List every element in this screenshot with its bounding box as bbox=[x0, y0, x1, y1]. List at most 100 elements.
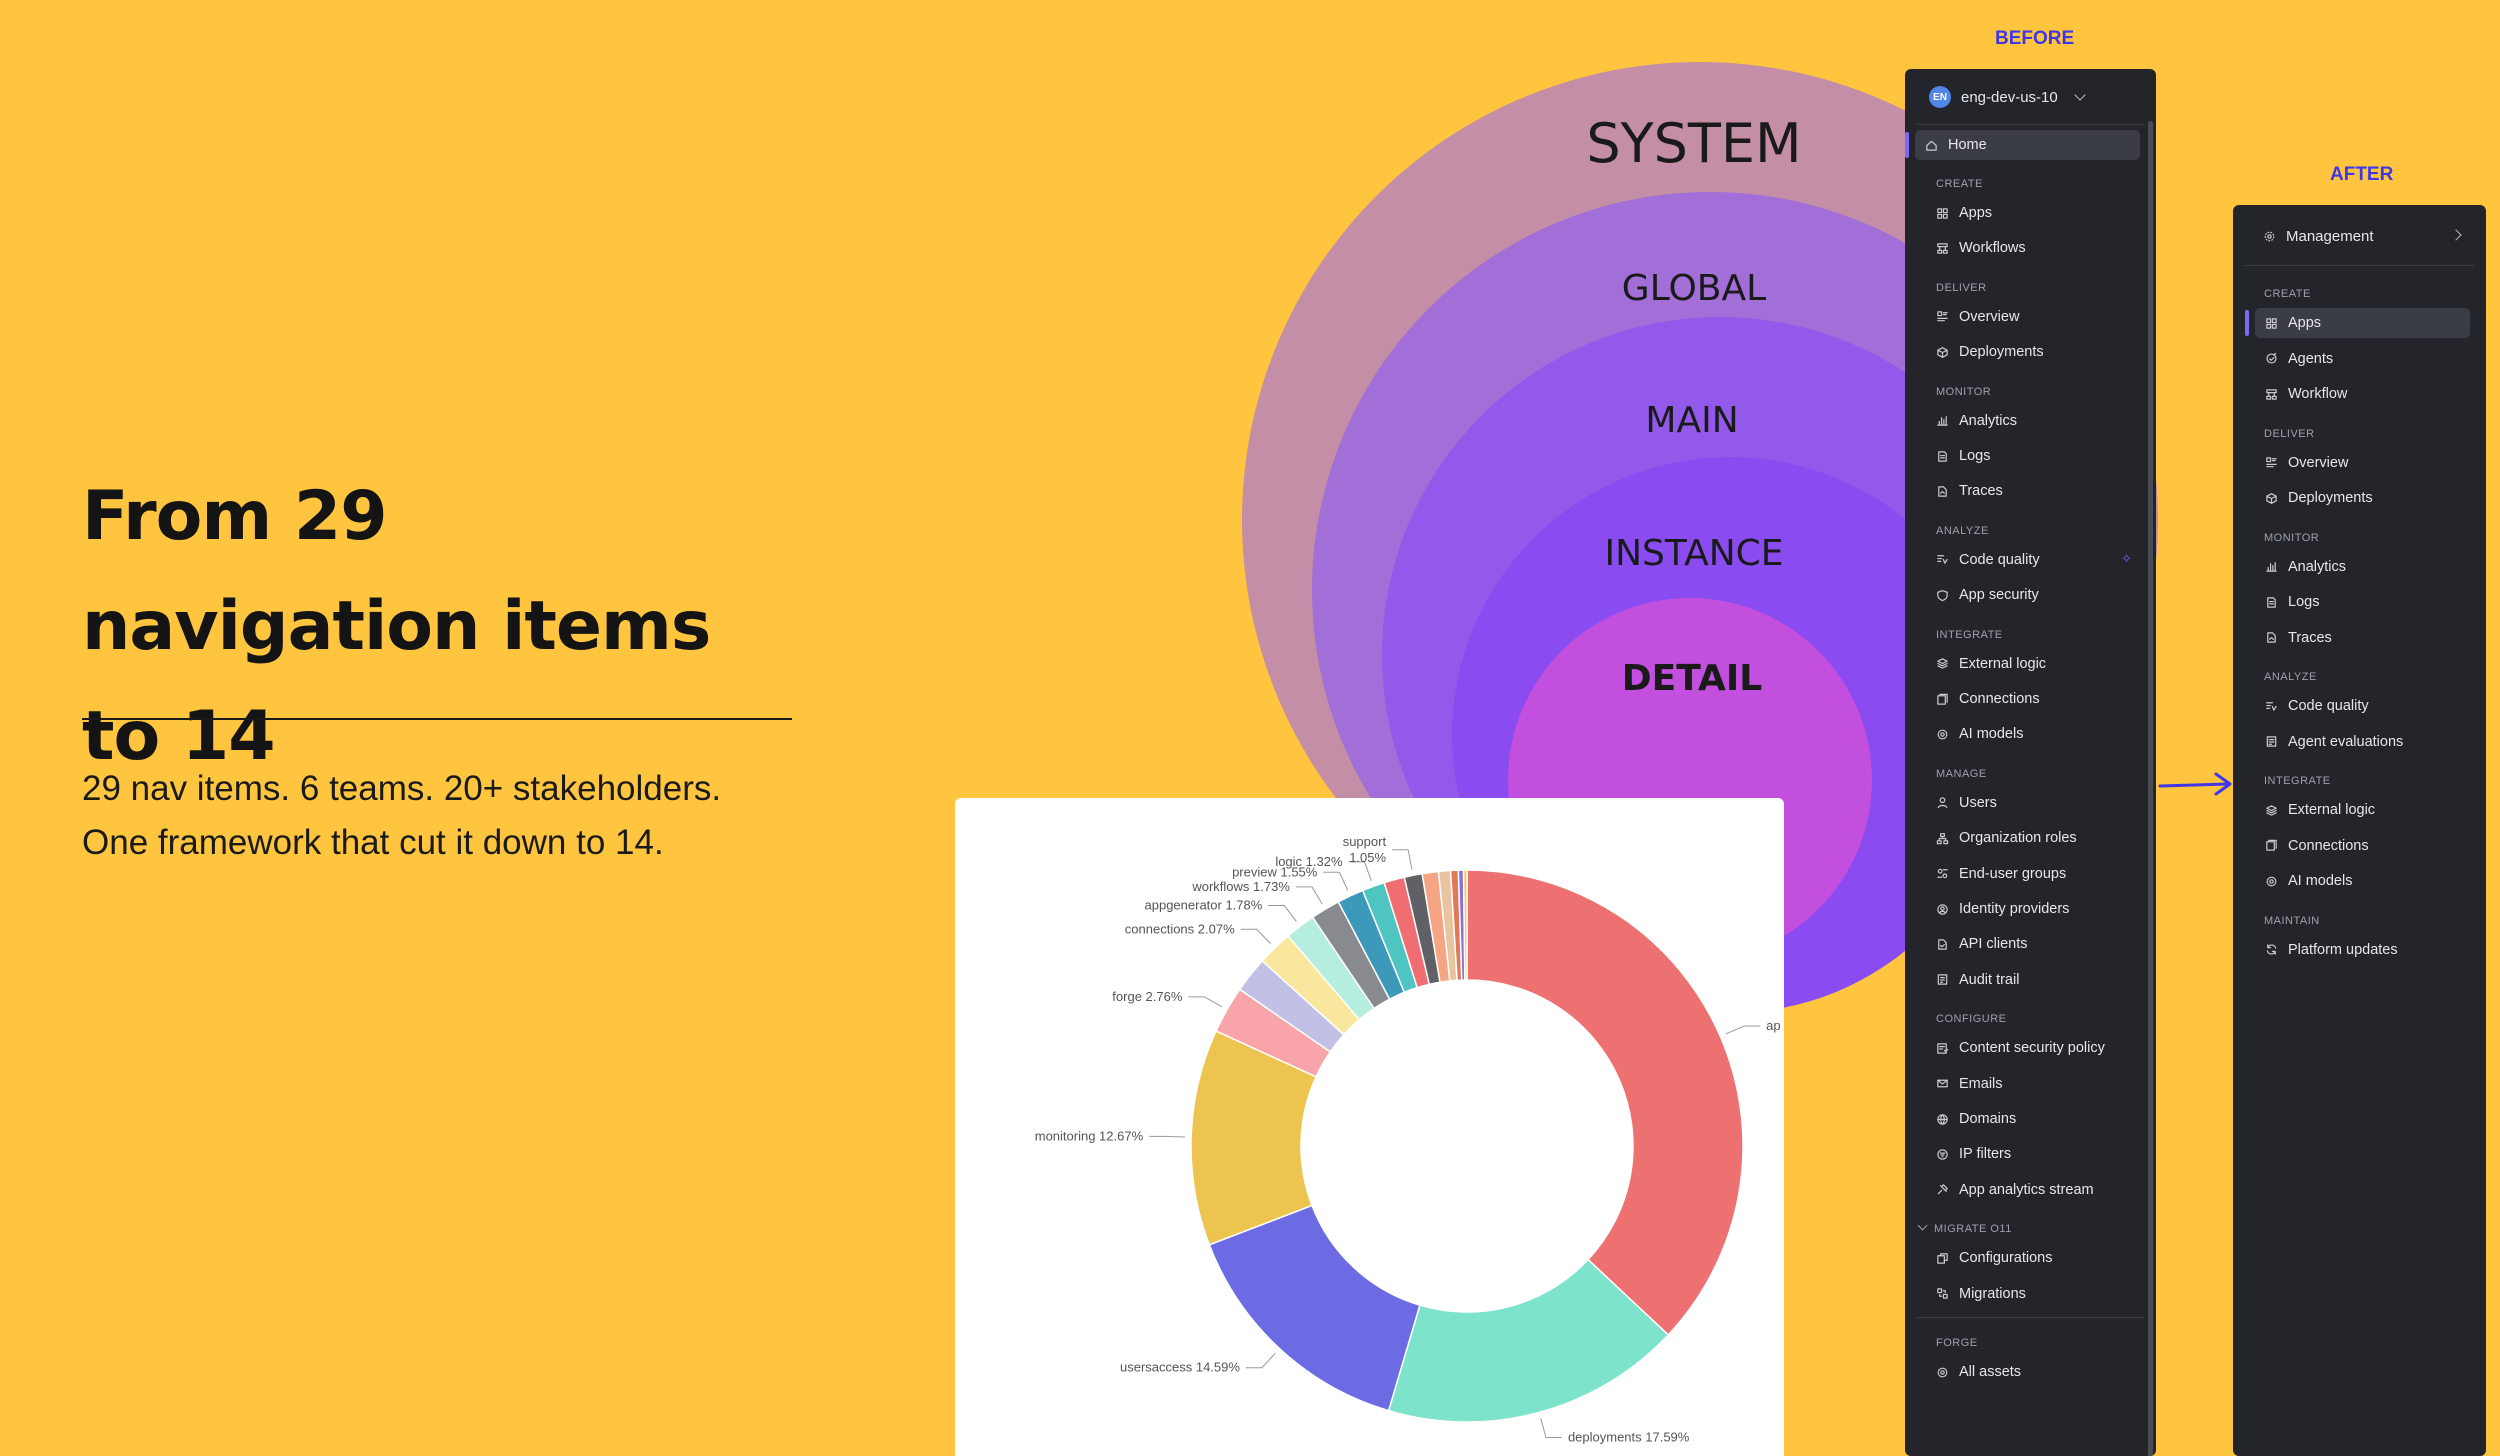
sidebar-item-label: App security bbox=[1959, 587, 2039, 604]
section-header-integrate: INTEGRATE bbox=[2264, 775, 2331, 787]
chevron-down-icon bbox=[1917, 1220, 1928, 1231]
sidebar-item-end-user-groups[interactable]: End-user groups bbox=[1926, 859, 2140, 889]
sidebar-item-connections[interactable]: Connections bbox=[2255, 831, 2470, 861]
sidebar-item-content-security-policy[interactable]: Content security policy bbox=[1926, 1033, 2140, 1063]
sidebar-item-label: Agent evaluations bbox=[2288, 733, 2404, 750]
divider bbox=[2245, 265, 2474, 266]
sidebar-item-logs[interactable]: Logs bbox=[2255, 587, 2470, 617]
sidebar-item-code-quality[interactable]: Code quality bbox=[2255, 691, 2470, 721]
sidebar-item-deployments[interactable]: Deployments bbox=[1926, 337, 2140, 367]
workspace-switcher[interactable]: EN eng-dev-us-10 bbox=[1929, 86, 2086, 108]
sidebar-item-label: Overview bbox=[1959, 308, 2020, 325]
sidebar-item-label: Configurations bbox=[1959, 1250, 2053, 1267]
sidebar-item-traces[interactable]: Traces bbox=[2255, 623, 2470, 653]
assets-icon bbox=[1936, 1366, 1949, 1379]
sidebar-item-overview[interactable]: Overview bbox=[1926, 302, 2140, 332]
sidebar-item-label: Traces bbox=[1959, 483, 2003, 500]
sidebar-item-label: Logs bbox=[2288, 594, 2320, 610]
sidebar-item-ip-filters[interactable]: IP filters bbox=[1926, 1139, 2140, 1169]
scrollbar[interactable] bbox=[2148, 121, 2153, 1456]
sidebar-item-agents[interactable]: Agents bbox=[2255, 344, 2470, 374]
leader-line bbox=[1245, 1352, 1276, 1369]
sidebar-item-organization-roles[interactable]: Organization roles bbox=[1926, 823, 2140, 853]
sidebar-item-app-analytics-stream[interactable]: App analytics stream bbox=[1926, 1175, 2140, 1205]
sidebar-item-label: Connections bbox=[2288, 837, 2369, 854]
sidebar-item-logs[interactable]: Logs bbox=[1926, 441, 2140, 471]
sidebar-item-emails[interactable]: Emails bbox=[1926, 1069, 2140, 1099]
sidebar-item-label: Analytics bbox=[1959, 412, 2018, 429]
sidebar-item-all-assets[interactable]: All assets bbox=[1926, 1357, 2140, 1387]
sidebar-item-overview[interactable]: Overview bbox=[2255, 448, 2470, 478]
label-system: SYSTEM bbox=[1586, 112, 1802, 175]
sidebar-item-label: Domains bbox=[1959, 1111, 2017, 1127]
sidebar-item-label: External logic bbox=[1959, 655, 2047, 672]
subtitle-line-1: 29 nav items. 6 teams. 20+ stakeholders. bbox=[82, 769, 722, 808]
sidebar-item-external-logic[interactable]: External logic bbox=[2255, 795, 2470, 825]
sidebar-item-audit-trail[interactable]: Audit trail bbox=[1926, 965, 2140, 995]
cube-icon bbox=[1936, 346, 1949, 359]
section-header-monitor: MONITOR bbox=[1936, 385, 1992, 398]
sidebar-item-deployments[interactable]: Deployments bbox=[2255, 483, 2470, 513]
section-header-migrate-o11[interactable]: MIGRATE O11 bbox=[1917, 1220, 2012, 1235]
sidebar-item-app-security[interactable]: App security bbox=[1926, 580, 2140, 610]
leader-line bbox=[1725, 1025, 1761, 1035]
sidebar-item-connections[interactable]: Connections bbox=[1926, 684, 2140, 714]
leader-line bbox=[1392, 849, 1413, 870]
sidebar-item-label: Deployments bbox=[1959, 344, 2044, 361]
section-header-configure: CONFIGURE bbox=[1936, 1013, 2007, 1026]
leader-line bbox=[1149, 1135, 1186, 1138]
sidebar-item-domains[interactable]: Domains bbox=[1926, 1104, 2140, 1134]
sidebar-item-label: Emails bbox=[1959, 1075, 2003, 1092]
sidebar-item-workflows[interactable]: Workflows bbox=[1926, 233, 2140, 263]
sidebar-item-platform-updates[interactable]: Platform updates bbox=[2255, 935, 2470, 965]
sidebar-item-external-logic[interactable]: External logic bbox=[1926, 649, 2140, 679]
sidebar-item-analytics[interactable]: Analytics bbox=[2255, 552, 2470, 582]
sidebar-item-label: End-user groups bbox=[1959, 865, 2067, 882]
slice-label: usersaccess 14.59% bbox=[1120, 1360, 1240, 1375]
donut-slice-ap[interactable] bbox=[1466, 869, 1744, 1336]
hero-subtitle: 29 nav items. 6 teams. 20+ stakeholders.… bbox=[82, 762, 802, 870]
after-sidebar: Management CREATE Apps Agents Workflow DELIV… bbox=[2233, 205, 2486, 1456]
api-icon bbox=[1936, 938, 1949, 951]
sidebar-item-migrations[interactable]: Migrations bbox=[1926, 1279, 2140, 1309]
user-icon bbox=[1936, 796, 1949, 809]
sidebar-item-label: Workflow bbox=[2288, 386, 2348, 402]
sidebar-item-code-quality[interactable]: Code quality bbox=[1926, 545, 2140, 575]
sidebar-item-traces[interactable]: Traces bbox=[1926, 476, 2140, 506]
sidebar-item-apps[interactable]: Apps bbox=[2255, 308, 2470, 338]
sidebar-item-apps[interactable]: Apps bbox=[1926, 198, 2140, 228]
leader-line bbox=[1188, 996, 1223, 1008]
sidebar-item-identity-providers[interactable]: Identity providers bbox=[1926, 894, 2140, 924]
management-menu[interactable]: Management bbox=[2263, 223, 2470, 249]
donut-slice-unlabeled-17[interactable] bbox=[1462, 869, 1468, 981]
sidebar-item-home[interactable]: Home bbox=[1915, 130, 2140, 160]
section-header-deliver: DELIVER bbox=[1936, 281, 1987, 294]
donut-slice-deployments[interactable] bbox=[1387, 1258, 1670, 1423]
stream-icon bbox=[1936, 1183, 1949, 1196]
org-icon bbox=[1936, 832, 1949, 845]
sidebar-item-label: Content security policy bbox=[1959, 1040, 2105, 1057]
cube-icon bbox=[2265, 492, 2278, 505]
sidebar-item-ai-models[interactable]: AI models bbox=[1926, 719, 2140, 749]
sidebar-item-agent-evaluations[interactable]: Agent evaluations bbox=[2255, 727, 2470, 757]
sidebar-item-workflow[interactable]: Workflow bbox=[2255, 379, 2470, 409]
sidebar-item-label: Code quality bbox=[1959, 551, 2040, 568]
donut-slice-usersaccess[interactable] bbox=[1208, 1204, 1421, 1412]
home-icon bbox=[1925, 139, 1938, 152]
leader-line bbox=[1295, 886, 1323, 905]
donut-chart-card: ap deployments 17.59% usersaccess 14.59% mo… bbox=[955, 798, 1784, 1456]
sidebar-item-users[interactable]: Users bbox=[1926, 788, 2140, 818]
sidebar-item-configurations[interactable]: Configurations bbox=[1926, 1243, 2140, 1273]
section-header-manage: MANAGE bbox=[1936, 767, 1987, 780]
label-global: GLOBAL bbox=[1621, 268, 1767, 309]
sidebar-item-analytics[interactable]: Analytics bbox=[1926, 406, 2140, 436]
slice-label: preview 1.55% bbox=[1232, 864, 1318, 879]
gear-icon bbox=[2263, 230, 2276, 243]
config-icon bbox=[1936, 1252, 1949, 1265]
sidebar-item-ai-models[interactable]: AI models bbox=[2255, 866, 2470, 896]
leader-line bbox=[1240, 928, 1271, 945]
connections-icon bbox=[1936, 693, 1949, 706]
sidebar-item-api-clients[interactable]: API clients bbox=[1926, 929, 2140, 959]
sidebar-item-label: Identity providers bbox=[1959, 901, 2070, 917]
policy-icon bbox=[1936, 1042, 1949, 1055]
